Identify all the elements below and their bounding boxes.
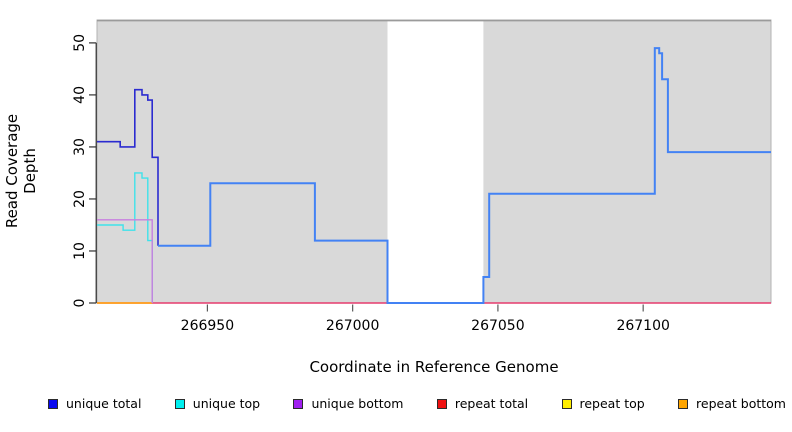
- legend-item-unique-top: unique top: [174, 396, 261, 411]
- legend-label-unique-bottom: unique bottom: [311, 396, 404, 411]
- legend: unique total unique top unique bottom repea…: [48, 396, 786, 411]
- legend-label-unique-top: unique top: [192, 396, 261, 411]
- x-tick-label: 267100: [616, 318, 669, 334]
- legend-swatch-repeat-total: [436, 398, 447, 409]
- y-tick-label: 30: [72, 138, 88, 156]
- y-tick-label: 50: [72, 34, 88, 52]
- legend-label-repeat-total: repeat total: [454, 396, 529, 411]
- legend-swatch-repeat-bottom: [678, 398, 689, 409]
- legend-swatch-unique-top: [174, 398, 185, 409]
- x-tick-label: 267050: [471, 318, 524, 334]
- x-axis-title: Coordinate in Reference Genome: [309, 358, 559, 376]
- y-axis-title: Read Coverage Depth: [3, 113, 39, 229]
- y-tick-label: 0: [72, 299, 88, 308]
- series-unique-bottom: [97, 219, 153, 303]
- x-tick-label: 267000: [326, 318, 379, 334]
- legend-item-unique-total: unique total: [48, 396, 141, 411]
- legend-item-repeat-top: repeat top: [561, 396, 645, 411]
- y-tick-label: 10: [72, 242, 88, 260]
- legend-label-unique-total: unique total: [66, 396, 142, 411]
- series-coverage-total-right-section-: [158, 47, 771, 304]
- series-unique-top: [97, 172, 153, 303]
- series-unique-total: [97, 88, 159, 246]
- gap-band: [387, 20, 484, 303]
- y-tick-label: 20: [72, 190, 88, 208]
- legend-swatch-repeat-top: [561, 398, 572, 409]
- legend-item-repeat-total: repeat total: [436, 396, 529, 411]
- legend-swatch-unique-bottom: [293, 398, 304, 409]
- legend-item-repeat-bottom: repeat bottom: [678, 396, 786, 411]
- legend-item-unique-bottom: unique bottom: [293, 396, 404, 411]
- legend-label-repeat-bottom: repeat bottom: [696, 396, 786, 411]
- legend-label-repeat-top: repeat top: [579, 396, 645, 411]
- y-tick-label: 40: [72, 86, 88, 104]
- x-tick-label: 266950: [181, 318, 234, 334]
- legend-swatch-unique-total: [48, 398, 58, 409]
